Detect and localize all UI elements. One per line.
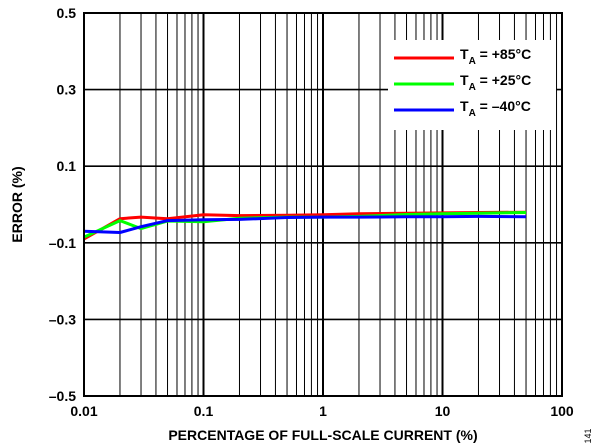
y-tick-label: 0.5 [57, 5, 77, 21]
minor-gridlines [119, 13, 558, 396]
y-tick-label: 0.1 [57, 158, 77, 174]
y-tick-label: –0.5 [49, 388, 76, 404]
x-tick-label: 0.1 [194, 403, 214, 419]
x-tick-label: 10 [435, 403, 451, 419]
x-tick-labels: 0.01 0.1 1 10 100 [70, 403, 574, 419]
legend-label-1: TA = +25°C [460, 72, 531, 93]
y-tick-label: –0.1 [49, 235, 76, 251]
x-tick-label: 100 [550, 403, 574, 419]
x-axis-title: PERCENTAGE OF FULL-SCALE CURRENT (%) [168, 427, 477, 443]
plot-frame [83, 12, 563, 397]
y-tick-labels: 0.5 0.3 0.1 –0.1 –0.3 –0.5 [49, 5, 76, 404]
y-tick-label: –0.3 [49, 311, 76, 327]
x-tick-label: 1 [319, 403, 327, 419]
figure-id: 141 [583, 428, 593, 443]
x-tick-label: 0.01 [70, 403, 97, 419]
y-tick-label: 0.3 [57, 82, 77, 98]
series-lines [83, 210, 527, 241]
legend: TA = +85°C TA = +25°C TA = –40°C [388, 40, 556, 130]
series-line-2 [83, 214, 527, 234]
legend-label-0: TA = +85°C [460, 46, 531, 67]
y-axis-title: ERROR (%) [9, 166, 25, 242]
legend-label-2: TA = –40°C [460, 98, 531, 119]
